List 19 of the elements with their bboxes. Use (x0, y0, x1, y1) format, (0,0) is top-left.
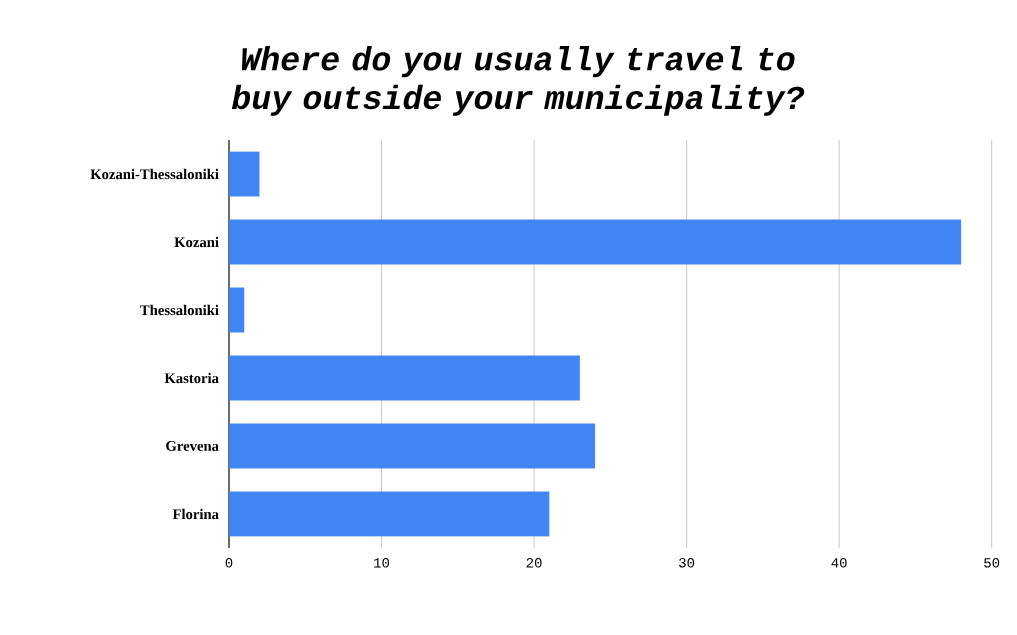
bar (229, 287, 245, 333)
x-tick-label: 50 (984, 558, 1000, 568)
bar (229, 423, 596, 469)
x-tick-label: 10 (374, 558, 390, 568)
bar (229, 355, 580, 401)
x-tick-label: 40 (831, 558, 847, 568)
chart-title: Where do you usually travel to buy outside your municipality? (231, 46, 805, 116)
y-tick-label: Kastoria (164, 372, 219, 384)
bar (229, 491, 550, 537)
y-tick-label: Kozani-Thessaloniki (90, 168, 219, 180)
bar (229, 219, 962, 265)
x-tick-label: 20 (526, 558, 542, 568)
x-tick-label: 0 (225, 558, 233, 568)
y-tick-label: Kozani (174, 236, 219, 248)
x-tick-label: 30 (679, 558, 695, 568)
y-tick-label: Florina (172, 508, 219, 520)
y-tick-label: Thessaloniki (140, 304, 219, 316)
y-tick-label: Grevena (166, 441, 219, 451)
bar (229, 151, 260, 197)
